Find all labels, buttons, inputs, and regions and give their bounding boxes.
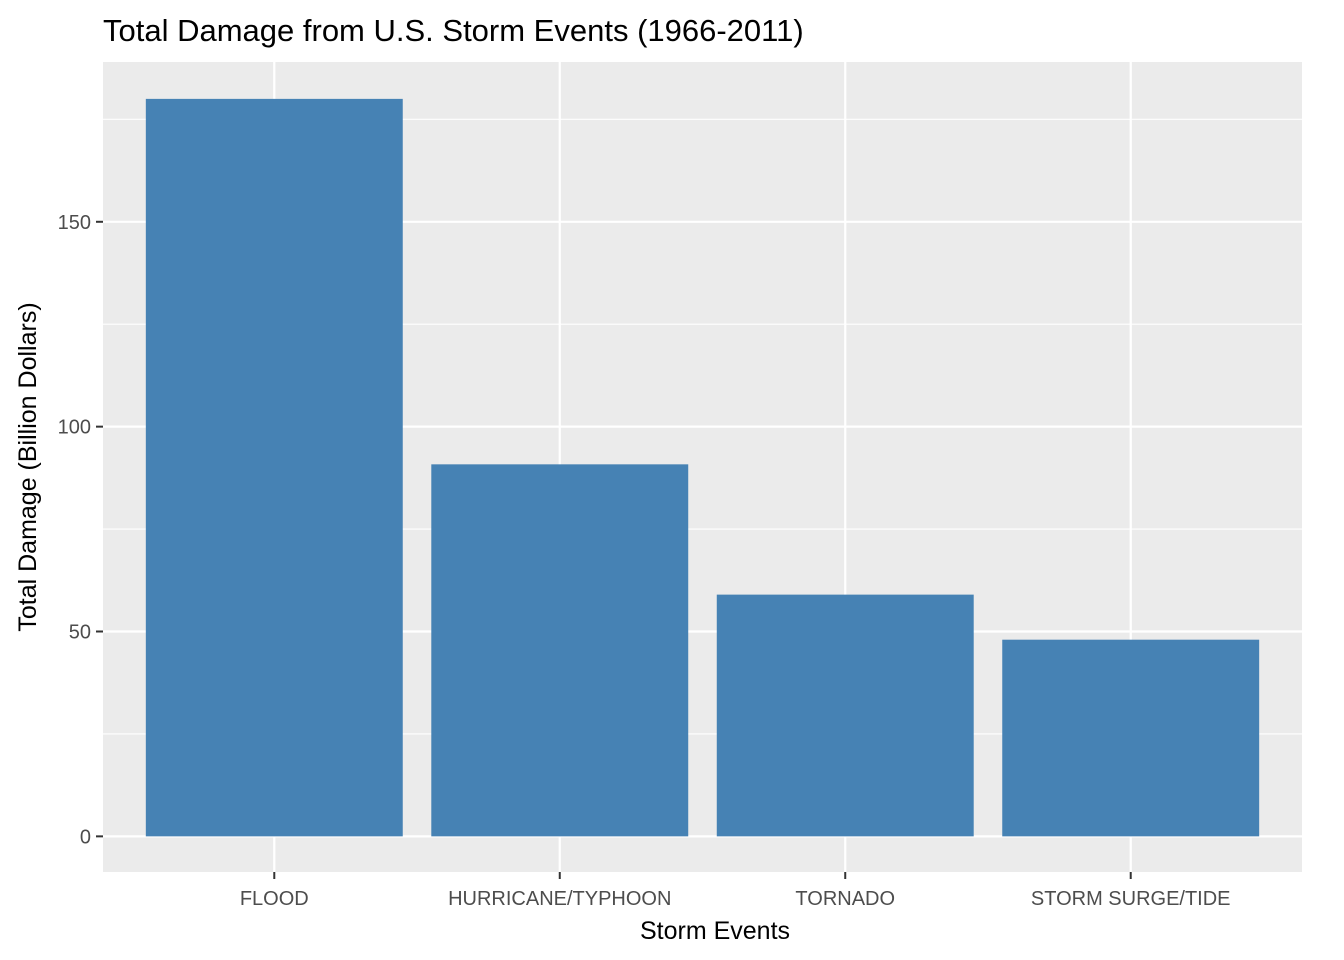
y-tick-label: 50 <box>69 621 91 643</box>
bar <box>1002 639 1260 837</box>
bar <box>716 594 974 837</box>
bars <box>145 98 1260 837</box>
chart-title: Total Damage from U.S. Storm Events (196… <box>103 13 804 48</box>
x-tick-label: FLOOD <box>240 888 309 910</box>
bar <box>431 464 689 837</box>
y-tick-label: 0 <box>80 826 91 848</box>
x-tick-label: STORM SURGE/TIDE <box>1031 888 1231 910</box>
y-axis: 0 50 100 150 <box>58 212 103 848</box>
bar <box>145 98 403 837</box>
y-axis-title: Total Damage (Billion Dollars) <box>14 302 42 631</box>
y-tick-label: 150 <box>58 212 91 234</box>
x-tick-label: TORNADO <box>795 888 895 910</box>
x-axis-title: Storm Events <box>640 917 790 945</box>
x-axis: FLOOD HURRICANE/TYPHOON TORNADO STORM SURGE… <box>240 872 1231 910</box>
y-tick-label: 100 <box>58 417 91 439</box>
x-tick-label: HURRICANE/TYPHOON <box>448 888 671 910</box>
